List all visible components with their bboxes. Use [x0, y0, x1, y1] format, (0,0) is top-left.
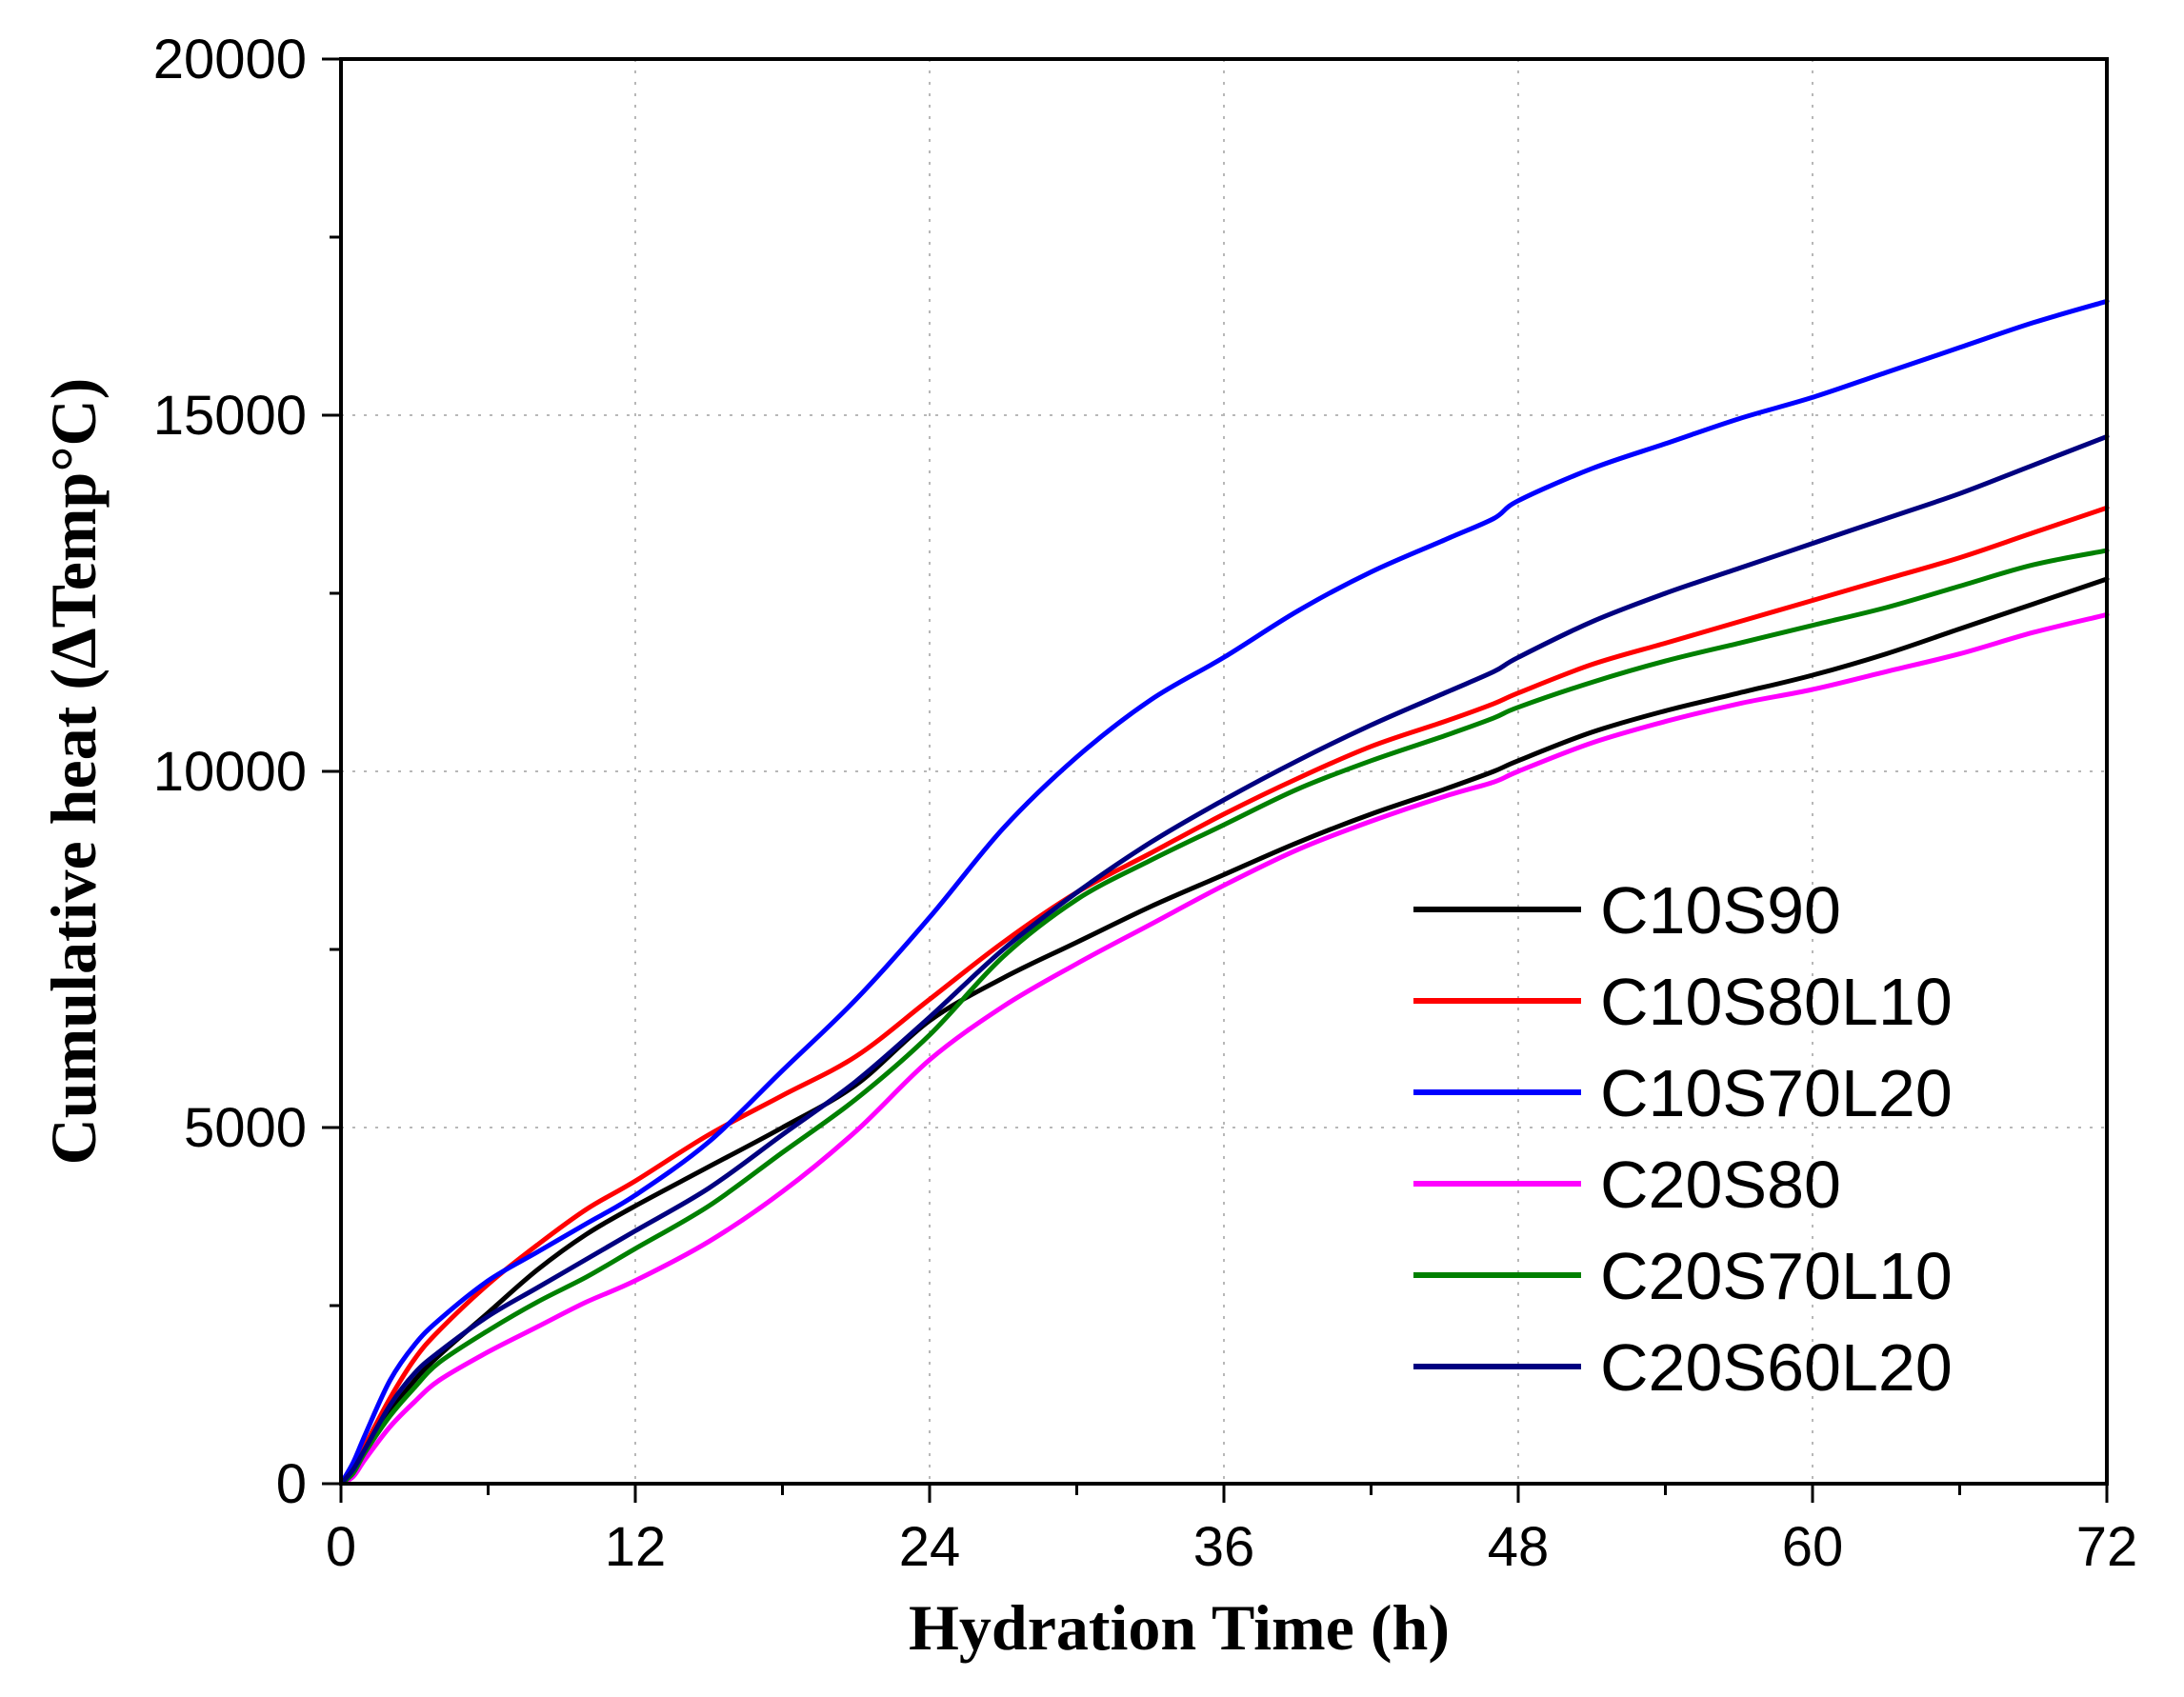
y-tick-label: 5000	[184, 1097, 307, 1159]
legend-label-c20s70l10: C20S70L10	[1600, 1239, 1953, 1313]
legend-label-c20s80: C20S80	[1600, 1148, 1841, 1222]
series-lines	[338, 298, 2110, 1487]
legend: C10S90 C10S80L10 C10S70L20 C20S80 C20S70L10 C…	[1413, 873, 1953, 1405]
x-axis-title: Hydration Time (h)	[909, 1591, 1450, 1664]
y-axis-title: Cumulative heat (ΔTemp°C)	[37, 378, 110, 1166]
x-tick-label: 36	[1193, 1516, 1255, 1578]
tick-labels: 0 12 24 36 48 60 72 0 5000 10000 15000 20000	[153, 29, 2138, 1578]
series-line-c20s60l20	[338, 433, 2110, 1487]
legend-label-c10s80l10: C10S80L10	[1600, 965, 1953, 1039]
x-tick-label: 48	[1488, 1516, 1550, 1578]
x-tick-label: 24	[899, 1516, 961, 1578]
y-tick-label: 10000	[153, 741, 307, 803]
y-tick-label: 20000	[153, 29, 307, 90]
y-tick-label: 0	[276, 1453, 307, 1515]
grid-lines	[341, 59, 2107, 1484]
x-tick-label: 60	[1782, 1516, 1844, 1578]
x-tick-label: 0	[326, 1516, 356, 1578]
axis-ticks	[322, 57, 2109, 1503]
series-line-c20s80	[338, 611, 2110, 1487]
legend-label-c20s60l20: C20S60L20	[1600, 1330, 1953, 1405]
x-tick-label: 72	[2076, 1516, 2138, 1578]
series-line-c10s70l20	[338, 298, 2110, 1487]
x-tick-label: 12	[605, 1516, 667, 1578]
legend-label-c10s90: C10S90	[1600, 873, 1841, 948]
y-tick-label: 15000	[153, 385, 307, 447]
series-line-c20s70l10	[338, 548, 2110, 1487]
legend-label-c10s70l20: C10S70L20	[1600, 1056, 1953, 1130]
